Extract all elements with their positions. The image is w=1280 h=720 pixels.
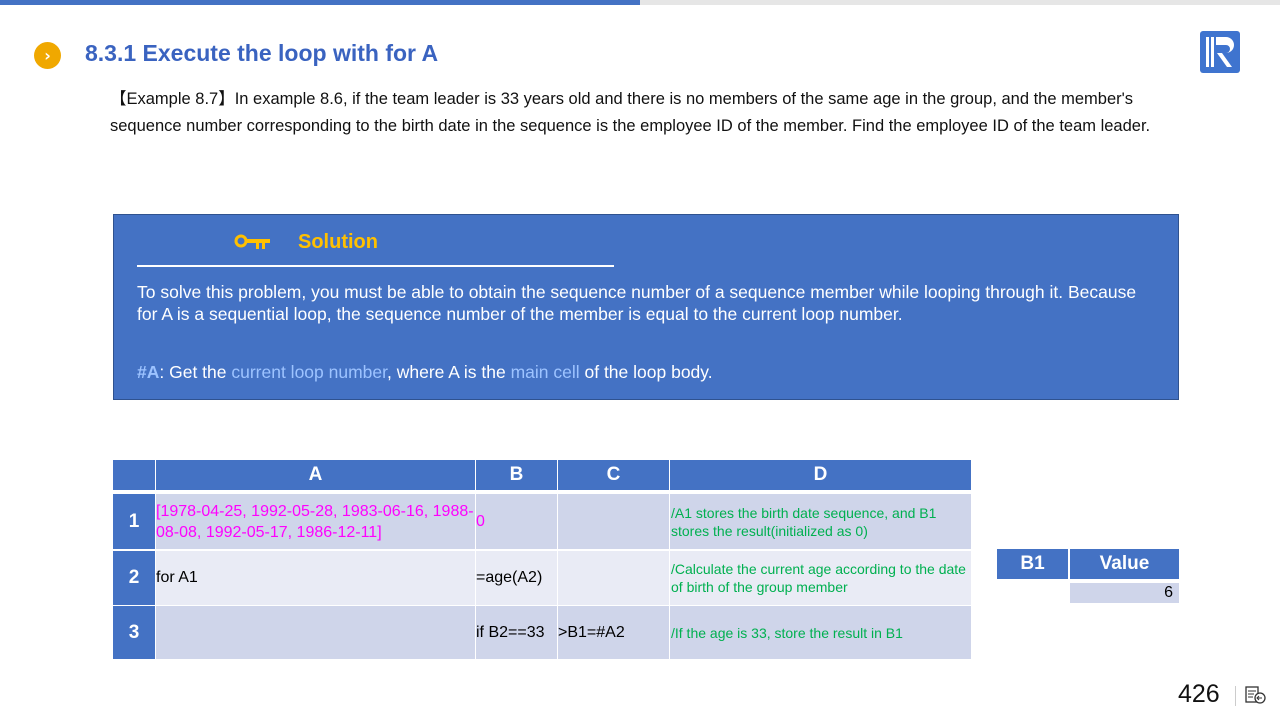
cell-a3[interactable]: [156, 606, 475, 659]
result-header-value: Value: [1070, 549, 1179, 579]
column-header-d: D: [670, 460, 971, 490]
cell-d1[interactable]: /A1 stores the birth date sequence, and …: [670, 494, 971, 549]
result-header-cell: B1: [997, 549, 1068, 579]
example-text: 【Example 8.7】In example 8.6, if the team…: [110, 90, 1151, 135]
solution-text: To solve this problem, you must be able …: [137, 282, 1137, 324]
logo-icon: [1200, 31, 1240, 73]
column-header-a: A: [156, 460, 475, 490]
grid-corner: [113, 460, 155, 490]
cell-d3[interactable]: /If the age is 33, store the result in B…: [670, 606, 971, 659]
result-value: 6: [1070, 583, 1179, 603]
code-token: #A: [137, 362, 160, 382]
page-title: 8.3.1 Execute the loop with for A: [85, 40, 439, 66]
progress-bar: [0, 0, 1280, 5]
note-text: , where A is the: [387, 362, 511, 382]
cell-c2[interactable]: [558, 551, 669, 605]
row-header-1: 1: [113, 494, 155, 549]
slide-menu-icon[interactable]: [1245, 686, 1267, 704]
page-number: 426: [1178, 680, 1220, 708]
note-text: : Get the: [159, 362, 232, 382]
row-header-2: 2: [113, 551, 155, 605]
progress-fill: [0, 0, 640, 5]
cell-b2[interactable]: =age(A2): [476, 551, 557, 605]
cell-c3[interactable]: >B1=#A2: [558, 606, 669, 659]
cell-c1[interactable]: [558, 494, 669, 549]
solution-box: Solution To solve this problem, you must…: [113, 214, 1179, 400]
cell-b3[interactable]: if B2==33: [476, 606, 557, 659]
highlight-text: current loop number: [231, 362, 388, 382]
key-icon: [234, 234, 270, 249]
highlight-text: main cell: [510, 362, 580, 382]
note-text: of the loop body.: [579, 362, 713, 382]
chevron-right-circle-icon: ›: [34, 42, 61, 69]
row-header-3: 3: [113, 606, 155, 659]
column-header-b: B: [476, 460, 557, 490]
divider: [1235, 686, 1236, 706]
divider: [137, 265, 614, 267]
cell-b1[interactable]: 0: [476, 494, 557, 549]
cell-a1[interactable]: [1978-04-25, 1992-05-28, 1983-06-16, 198…: [156, 494, 475, 549]
solution-heading: Solution: [298, 231, 378, 253]
cell-a2[interactable]: for A1: [156, 551, 475, 605]
column-header-c: C: [558, 460, 669, 490]
cell-d2[interactable]: /Calculate the current age according to …: [670, 551, 971, 605]
solution-note: #A: Get the current loop number, where A…: [137, 362, 713, 383]
